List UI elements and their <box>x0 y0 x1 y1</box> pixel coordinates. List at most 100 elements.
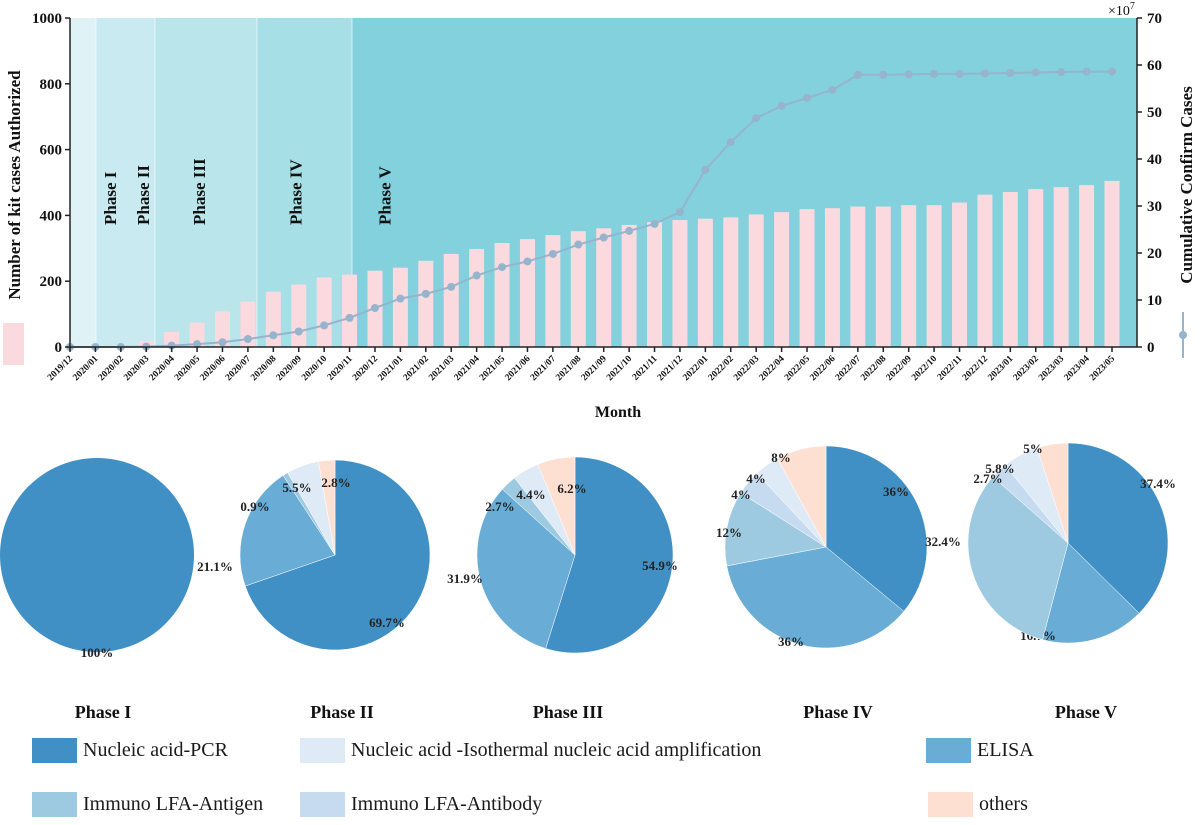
x-tick-label: 2021/08 <box>554 354 583 383</box>
x-tick-label: 2020/04 <box>148 354 177 383</box>
y-tick-label-right: 0 <box>1147 340 1155 356</box>
line-point <box>370 303 379 312</box>
bar <box>647 221 663 347</box>
phase-bands <box>70 18 1137 347</box>
bar-series <box>138 180 1120 347</box>
bar <box>164 331 180 347</box>
line-point <box>574 240 583 249</box>
x-tick-label: 2021/05 <box>478 354 507 383</box>
line-path <box>69 70 1112 348</box>
legend-item-pcr: Nucleic acid-PCR <box>32 738 228 763</box>
y-tick-label-right: 70 <box>1147 11 1162 27</box>
line-point <box>777 101 786 110</box>
pie-data-label: 54.9% <box>642 558 678 573</box>
line-point <box>193 340 202 349</box>
legend-swatch <box>32 738 77 763</box>
legend-swatch-line <box>1179 312 1187 358</box>
y-tick-label-left: 1000 <box>32 11 62 27</box>
x-tick-label: 2021/10 <box>605 354 634 383</box>
x-tick-label: 2022/01 <box>681 354 710 383</box>
bar <box>774 212 790 347</box>
x-tick-label: 2020/09 <box>275 354 304 383</box>
line-point <box>269 331 278 340</box>
bar <box>875 206 891 347</box>
bar <box>316 277 332 347</box>
legend-item-others: others <box>928 792 1028 817</box>
x-tick-label: 2022/10 <box>910 354 939 383</box>
legend-swatch <box>926 738 971 763</box>
line-point <box>1108 67 1116 76</box>
x-tick-label: 2020/06 <box>199 354 228 383</box>
line-point <box>472 271 481 280</box>
x-tick-label: 2020/05 <box>173 354 202 383</box>
bar <box>799 209 815 347</box>
pie-data-label: 2.7% <box>485 499 514 514</box>
bar <box>901 205 917 347</box>
line-point <box>548 249 557 258</box>
phase-labels: Phase I Phase II Phase III Phase IV Phase V <box>101 158 394 225</box>
pie-slice <box>726 546 905 649</box>
bar <box>1104 180 1120 347</box>
line-point <box>650 219 659 228</box>
legend-label: others <box>979 793 1028 815</box>
legend-label: Immuno LFA-Antibody <box>351 793 543 815</box>
x-tick-label: 2023/04 <box>1063 354 1092 383</box>
pie-title-phase-2: Phase II <box>310 702 374 722</box>
x-tick-label: 2021/12 <box>656 354 685 383</box>
pie-slice <box>1042 542 1140 644</box>
y-tick-label-right: 30 <box>1147 199 1162 215</box>
x-tick-label: 2020/03 <box>122 354 151 383</box>
pie-title-phase-4: Phase IV <box>803 702 873 722</box>
line-point <box>523 257 532 266</box>
bar <box>1053 187 1069 347</box>
x-tick-label: 2020/01 <box>71 354 100 383</box>
y-tick-label-right: 60 <box>1147 58 1162 74</box>
combo-chart: Phase I Phase II Phase III Phase IV Phase V … <box>3 1 1196 421</box>
line-point <box>701 165 710 174</box>
x-tick-label: 2022/02 <box>707 354 736 383</box>
pie-3: 54.9% 31.9% 2.7%4.4% 6.2% <box>447 456 678 654</box>
pie-data-label: 8% <box>771 450 791 465</box>
phase-band <box>155 18 257 347</box>
pie-1: 100% <box>0 458 194 660</box>
x-tick-label: 2022/04 <box>758 354 787 383</box>
right-axis-multiplier: ×107 <box>1108 1 1135 19</box>
bar <box>977 194 993 347</box>
pie-data-label: 21.1% <box>197 559 233 574</box>
x-tick-label: 2021/01 <box>376 354 405 383</box>
x-tick-label: 2021/03 <box>427 354 456 383</box>
pie-slice <box>0 458 194 652</box>
line-point <box>879 70 888 79</box>
bar <box>494 243 510 347</box>
pie-slice <box>777 445 827 548</box>
x-tick-label: 2021/09 <box>580 354 609 383</box>
line-point <box>396 294 405 303</box>
x-tick-labels: 2019/122020/012020/022020/032020/042020/… <box>46 347 1117 383</box>
pie-data-label: 4% <box>746 471 766 486</box>
legend-swatch <box>300 792 345 817</box>
pie-slice <box>825 445 928 612</box>
bar <box>214 311 230 347</box>
line-point <box>726 138 735 147</box>
line-point <box>1031 68 1040 77</box>
x-tick-label: 2022/05 <box>783 354 812 383</box>
bar <box>850 206 866 347</box>
line-point <box>320 321 329 330</box>
pie-title-phase-5: Phase V <box>1054 702 1118 722</box>
bar <box>621 224 637 347</box>
bar <box>824 208 840 347</box>
line-point <box>1006 68 1015 77</box>
bar <box>545 235 561 347</box>
pie-slice <box>724 492 827 567</box>
line-point <box>447 282 456 291</box>
pie-data-label: 0.9% <box>240 499 269 514</box>
x-tick-label: 2022/06 <box>808 354 837 383</box>
pie-slice <box>476 488 576 649</box>
pie-data-label: 4% <box>731 487 751 502</box>
y-tick-label-left: 200 <box>40 274 63 290</box>
pie-data-label: 32.4% <box>925 534 961 549</box>
pie-data-label: 5% <box>1023 441 1043 456</box>
y-tick-label-right: 40 <box>1147 152 1162 168</box>
x-tick-label: 2023/05 <box>1088 354 1117 383</box>
phase-band <box>96 18 155 347</box>
